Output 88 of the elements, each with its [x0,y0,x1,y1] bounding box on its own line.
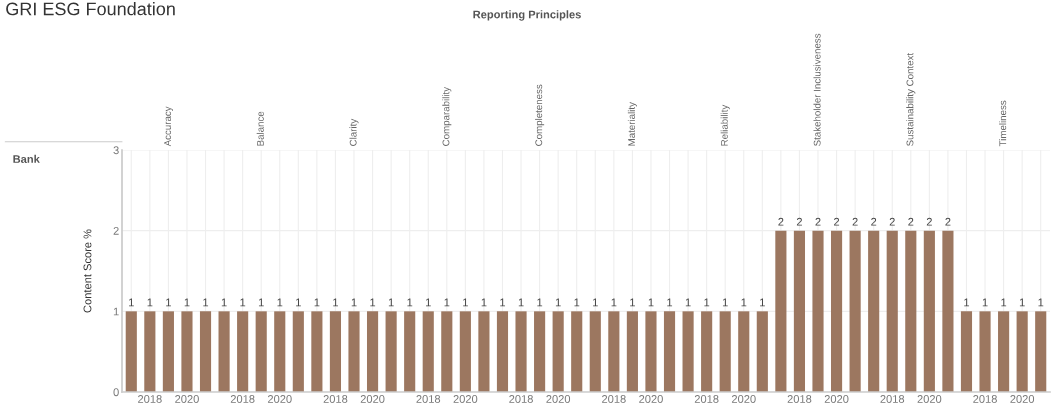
data-label: 1 [277,298,283,307]
data-label: 1 [648,298,654,307]
data-label: 1 [1019,298,1025,307]
x-tick-label: 2020 [1010,395,1035,403]
text: Comparability [442,86,452,146]
text: Stakeholder Inclusiveness [813,33,821,146]
data-label: 1 [426,298,431,307]
data-label: 2 [871,217,877,226]
x-tick-label: 2020 [175,395,199,403]
x-tick-label: 2018 [880,395,905,403]
data-label: 2 [834,217,840,226]
data-label: 1 [500,298,506,307]
data-label: 1 [982,298,988,307]
data-label: 2 [796,217,802,226]
data-label: 2 [945,217,951,226]
data-label: 2 [778,217,784,226]
x-tick-label: 2020 [546,395,571,403]
x-tick-label: 2018 [973,395,997,403]
data-label: 1 [593,298,598,307]
text: Materiality [627,102,637,146]
y-tick-label: 2 [113,226,119,235]
data-label: 1 [333,298,338,307]
data-label: 1 [184,298,190,307]
data-label: 1 [667,298,673,307]
x-tick-label: 2018 [787,395,812,403]
x-tick-label: 2018 [138,395,162,403]
data-label: 1 [1038,298,1044,307]
data-label: 1 [463,298,468,307]
data-label: 2 [908,217,914,226]
x-tick-label: 2018 [323,395,348,403]
data-label: 1 [147,298,153,307]
data-label: 1 [518,298,524,307]
data-label: 1 [685,298,691,307]
text: Timeliness [999,100,1007,147]
y-tick-label: 3 [113,146,119,155]
data-label: 1 [296,298,301,307]
data-label: 1 [537,298,543,307]
x-tick-label: 2020 [360,395,385,403]
data-label: 1 [258,298,264,307]
x-tick-label: 2020 [824,395,849,403]
data-label: 1 [722,298,728,307]
data-label: 1 [964,298,970,307]
text: Bank [13,154,40,163]
data-label: 1 [388,298,394,307]
text: Reporting Principles [473,10,581,21]
y-tick-label: 1 [113,307,119,316]
text: Balance [256,111,264,146]
data-label: 1 [351,298,357,307]
data-label: 1 [481,298,487,307]
data-label: 1 [407,298,413,307]
x-tick-label: 2020 [731,395,756,403]
x-tick-label: 2018 [230,395,255,403]
text: Completeness [535,84,545,146]
data-label: 1 [741,298,747,307]
data-label: 1 [221,298,227,307]
text: Sustainability Context [906,52,916,146]
x-tick-label: 2020 [917,395,942,403]
data-label: 1 [129,298,134,307]
x-tick-label: 2020 [639,395,663,403]
data-label: 2 [815,217,821,226]
data-label: 1 [760,298,765,307]
data-label: 1 [203,298,209,307]
text: Accuracy [164,106,173,147]
data-label: 2 [852,217,858,226]
data-label: 1 [1001,298,1007,307]
data-label: 1 [611,298,617,307]
data-label: 1 [314,298,320,307]
x-tick-label: 2018 [416,395,441,403]
data-label: 1 [166,298,171,307]
x-tick-label: 2018 [694,395,719,403]
x-tick-label: 2018 [509,395,533,403]
data-label: 2 [889,217,895,226]
text: Clarity [349,118,359,146]
data-label: 1 [574,298,580,307]
y-axis-title: Content Score % [83,229,92,313]
data-label: 1 [444,298,450,307]
data-label: 1 [630,298,635,307]
data-label: 1 [555,298,561,307]
data-label: 2 [926,217,932,226]
data-label: 1 [370,298,376,307]
x-tick-label: 2020 [453,395,478,403]
x-tick-label: 2018 [602,395,626,403]
data-label: 1 [704,298,710,307]
chart-title: GRI ESG Foundation [6,2,175,16]
x-tick-label: 2020 [267,395,292,403]
y-tick-label: 0 [113,388,119,397]
text: Reliability [720,104,730,146]
data-label: 1 [240,298,246,307]
